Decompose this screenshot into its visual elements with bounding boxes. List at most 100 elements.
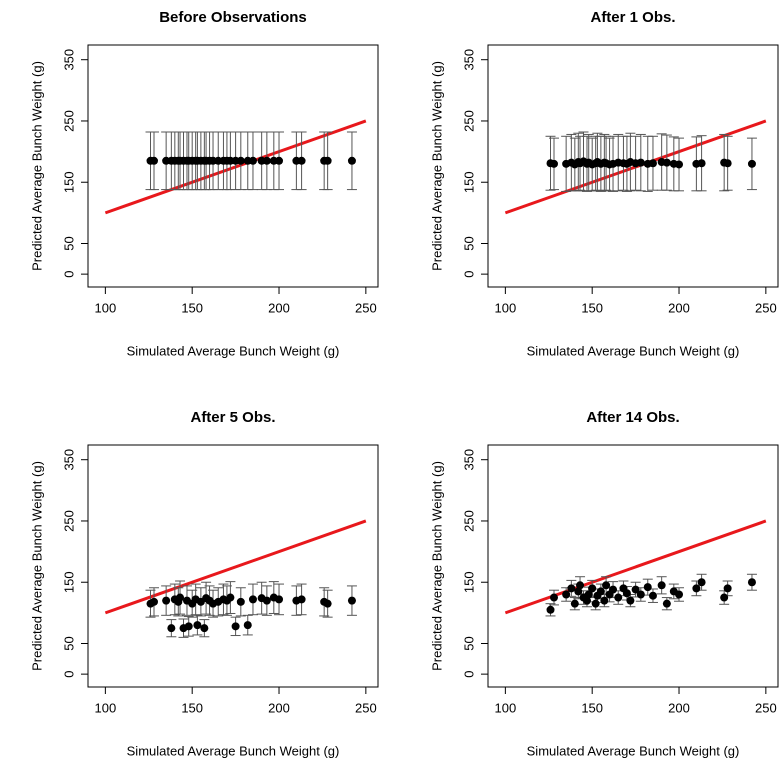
x-tick-label: 200 xyxy=(668,300,690,315)
y-tick-label: 50 xyxy=(461,236,476,250)
point xyxy=(576,581,585,590)
point xyxy=(167,624,176,633)
point xyxy=(275,156,284,165)
point xyxy=(193,621,202,630)
point xyxy=(570,599,579,608)
point xyxy=(720,593,729,602)
point xyxy=(609,585,618,594)
point xyxy=(675,590,684,599)
panel: After 5 Obs. Simulated Average Bunch Weig… xyxy=(29,409,379,758)
x-tick-label: 100 xyxy=(495,300,517,315)
point xyxy=(248,595,257,604)
panel: Before Observations Simulated Average Bun… xyxy=(29,9,379,358)
y-tick-label: 50 xyxy=(61,636,76,650)
plot-frame xyxy=(87,44,379,288)
y-axis-label: Predicted Average Bunch Weight (g) xyxy=(29,461,44,671)
point xyxy=(657,581,666,590)
x-tick-label: 150 xyxy=(181,300,203,315)
y-axis-label: Predicted Average Bunch Weight (g) xyxy=(29,61,44,271)
point xyxy=(648,159,657,168)
y-tick-label: 50 xyxy=(461,636,476,650)
panel-title: After 14 Obs. xyxy=(586,409,679,426)
x-tick-label: 100 xyxy=(495,700,517,715)
point xyxy=(546,605,555,614)
plot-frame xyxy=(487,44,779,288)
y-tick-label: 0 xyxy=(61,271,76,278)
point xyxy=(236,597,245,606)
y-tick-label: 0 xyxy=(61,671,76,678)
x-tick-label: 200 xyxy=(668,700,690,715)
point xyxy=(600,596,609,605)
x-tick-label: 250 xyxy=(355,700,377,715)
point xyxy=(262,156,271,165)
point xyxy=(631,585,640,594)
point xyxy=(226,593,235,602)
point xyxy=(574,587,583,596)
y-tick-label: 250 xyxy=(61,510,76,532)
x-tick-label: 250 xyxy=(755,700,777,715)
point xyxy=(297,156,306,165)
reference-line xyxy=(104,519,367,615)
y-tick-label: 0 xyxy=(461,671,476,678)
panel: After 1 Obs. Simulated Average Bunch Weig… xyxy=(429,9,779,358)
point xyxy=(347,156,356,165)
point xyxy=(231,622,240,631)
panel-title: Before Observations xyxy=(159,9,307,26)
x-tick-label: 250 xyxy=(755,300,777,315)
x-tick-label: 200 xyxy=(268,300,290,315)
y-tick-label: 350 xyxy=(461,49,476,71)
point xyxy=(596,587,605,596)
y-tick-label: 150 xyxy=(61,571,76,593)
point xyxy=(723,584,732,593)
point xyxy=(614,593,623,602)
point xyxy=(347,596,356,605)
y-tick-label: 150 xyxy=(461,171,476,193)
y-axis-label: Predicted Average Bunch Weight (g) xyxy=(429,61,444,271)
point xyxy=(567,584,576,593)
plot-frame xyxy=(87,444,379,688)
point xyxy=(723,159,732,168)
x-tick-label: 100 xyxy=(95,300,117,315)
y-tick-label: 350 xyxy=(61,49,76,71)
point xyxy=(591,599,600,608)
point xyxy=(176,593,185,602)
point xyxy=(626,596,635,605)
plot-frame xyxy=(487,444,779,688)
point xyxy=(248,156,257,165)
point xyxy=(549,159,558,168)
y-tick-label: 0 xyxy=(461,271,476,278)
point xyxy=(697,159,706,168)
point xyxy=(675,160,684,169)
point xyxy=(648,591,657,600)
panel-title: After 1 Obs. xyxy=(590,9,675,26)
y-tick-label: 250 xyxy=(461,110,476,132)
point xyxy=(323,156,332,165)
point xyxy=(747,159,756,168)
point xyxy=(697,578,706,587)
point xyxy=(636,158,645,167)
point xyxy=(562,590,571,599)
x-tick-label: 100 xyxy=(95,700,117,715)
y-tick-label: 350 xyxy=(461,449,476,471)
y-tick-label: 350 xyxy=(61,449,76,471)
y-tick-label: 250 xyxy=(61,110,76,132)
x-axis-label: Simulated Average Bunch Weight (g) xyxy=(527,343,740,358)
point xyxy=(323,599,332,608)
y-tick-label: 50 xyxy=(61,236,76,250)
panel-title: After 5 Obs. xyxy=(190,409,275,426)
panel: After 14 Obs. Simulated Average Bunch Wei… xyxy=(429,409,779,758)
x-tick-label: 150 xyxy=(581,700,603,715)
point xyxy=(622,589,631,598)
point xyxy=(588,584,597,593)
point xyxy=(584,590,593,599)
x-axis-label: Simulated Average Bunch Weight (g) xyxy=(127,743,340,758)
x-tick-label: 200 xyxy=(268,700,290,715)
y-tick-label: 250 xyxy=(461,510,476,532)
reference-line xyxy=(504,519,767,615)
point xyxy=(662,599,671,608)
point xyxy=(643,583,652,592)
point xyxy=(149,156,158,165)
point xyxy=(747,578,756,587)
point xyxy=(602,581,611,590)
